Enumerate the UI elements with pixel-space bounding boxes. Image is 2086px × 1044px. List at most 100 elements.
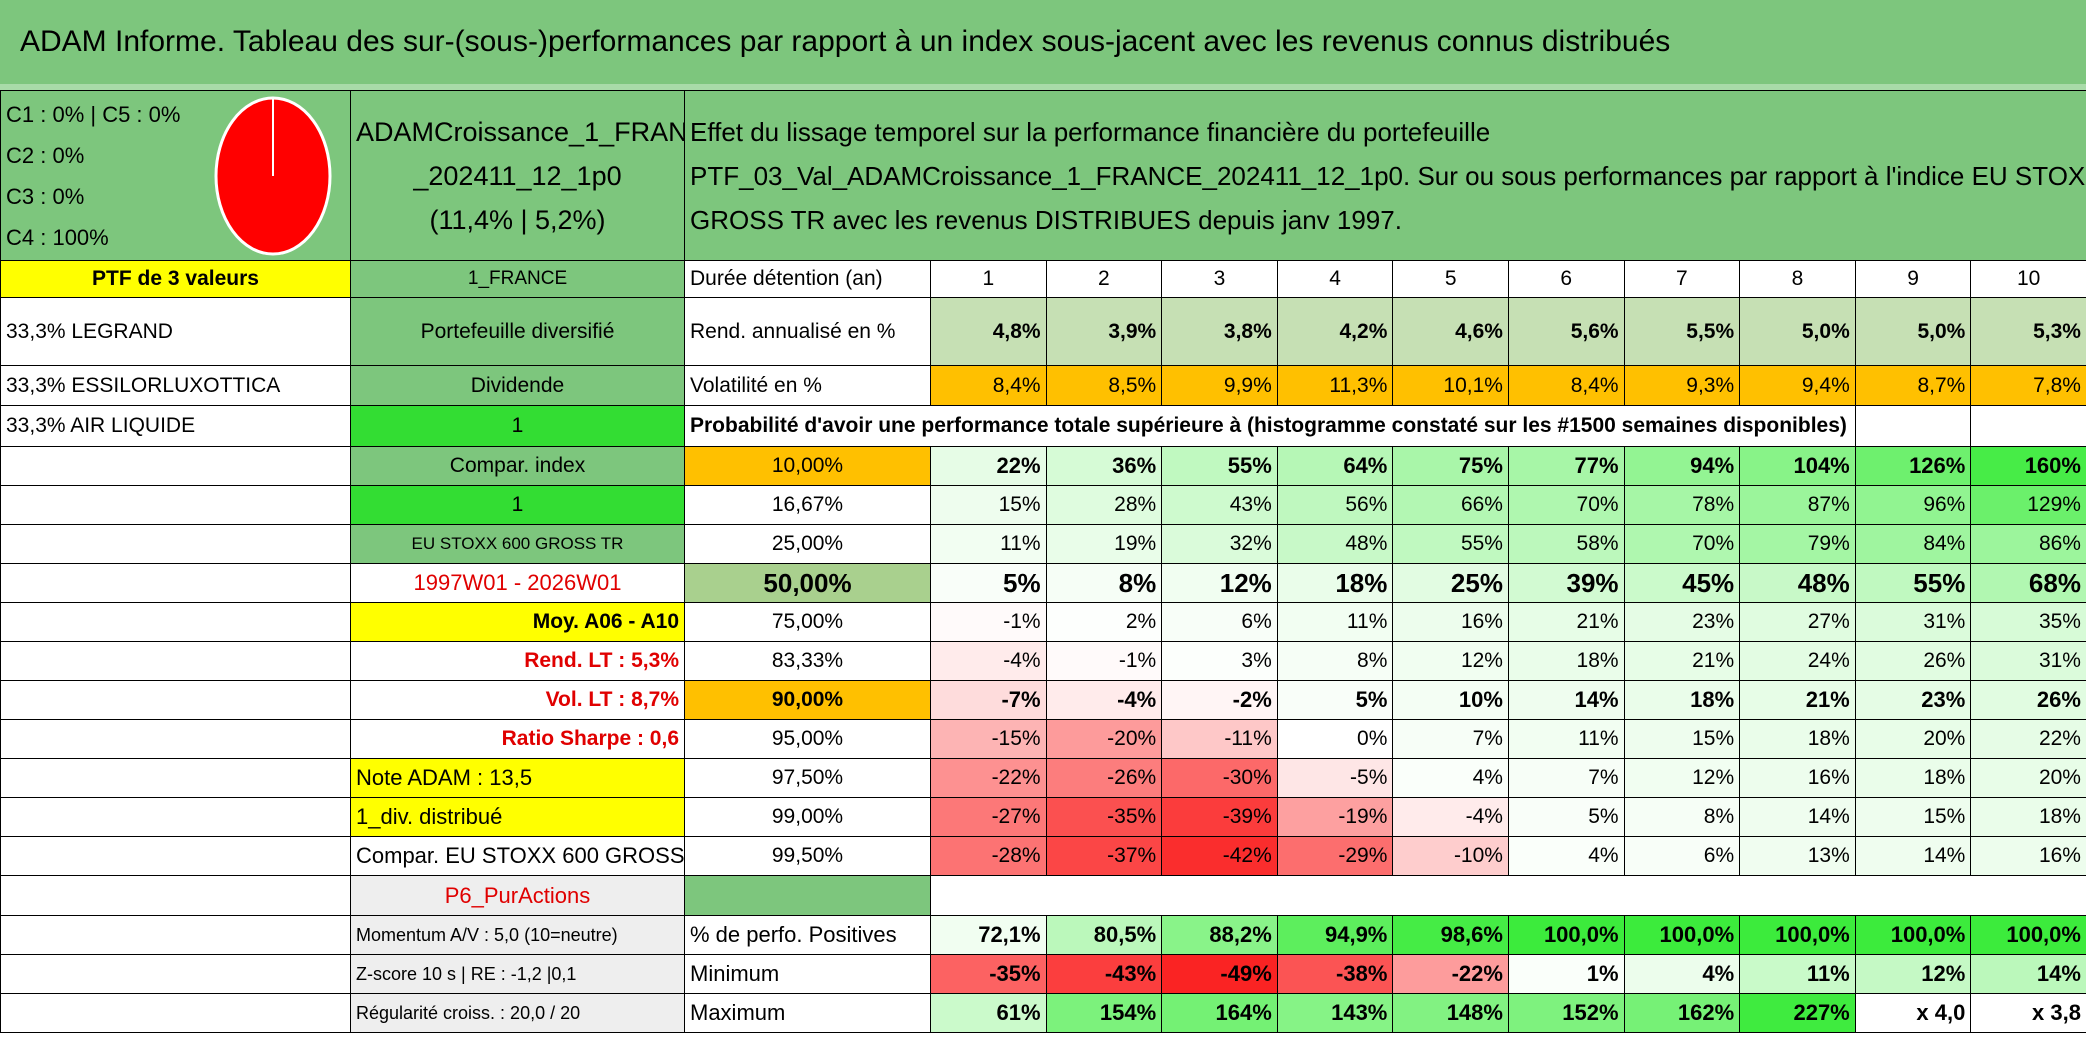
value-cell: -27% xyxy=(930,797,1047,837)
value-cell: 11% xyxy=(1739,954,1856,994)
value-cell: 8,5% xyxy=(1045,365,1163,406)
table-row: Moy. A06 - A10 75,00% -1% 2% 6% 11% 16% 21% 23% 2… xyxy=(0,602,2086,642)
value-cell: 11% xyxy=(1276,602,1394,642)
value-cell: 7 xyxy=(1623,260,1741,298)
value-cell: 1% xyxy=(1507,954,1625,994)
row-header-cell: 99,50% xyxy=(684,836,931,876)
value-cell: 8,4% xyxy=(1507,365,1625,406)
portfolio-line: _202411_12_1p0 xyxy=(413,160,622,191)
info-cell: Z-score 10 s | RE : -1,2 |0,1 xyxy=(350,954,685,994)
value-cell: -2% xyxy=(1161,680,1278,720)
value-cell: 152% xyxy=(1507,993,1625,1033)
value-cell xyxy=(1277,876,1393,916)
value-cell: -35% xyxy=(930,954,1047,994)
table-row: 33,3% ESSILORLUXOTTICA Dividende Volatilit… xyxy=(0,365,2086,406)
value-cell: 6% xyxy=(1161,602,1278,642)
table-row: 1_div. distribué 99,00% -27% -35% -39% -19% -4… xyxy=(0,797,2086,837)
value-cell: -1% xyxy=(930,602,1047,642)
value-cell: 8% xyxy=(1623,797,1741,837)
value-cell: -4% xyxy=(1392,797,1509,837)
header-row: C1 : 0% | C5 : 0% C2 : 0% C3 : 0% C4 : 1… xyxy=(0,90,2086,261)
row-header-cell: 99,00% xyxy=(684,797,931,837)
value-cell: 35% xyxy=(1970,602,2086,642)
value-cell: 5% xyxy=(1276,680,1394,720)
value-cell: 56% xyxy=(1276,485,1394,525)
composition-line: C3 : 0% xyxy=(6,183,85,209)
row-header-cell: 50,00% xyxy=(684,563,931,603)
value-cell: 21% xyxy=(1507,602,1625,642)
value-cell: -49% xyxy=(1161,954,1278,994)
value-cell: 13% xyxy=(1739,836,1856,876)
value-cell: 94% xyxy=(1623,446,1741,486)
row-header-cell: 10,00% xyxy=(684,446,931,486)
portfolio-cell: ADAMCroissance_1_FRANCE _202411_12_1p0 (… xyxy=(350,90,685,261)
value-cell: 18% xyxy=(1276,563,1394,603)
row-header-cell: Rend. annualisé en % xyxy=(684,297,931,366)
value-cell: 10,1% xyxy=(1392,365,1509,406)
value-cell: 70% xyxy=(1623,524,1741,564)
value-cell: 14% xyxy=(1854,836,1972,876)
info-cell: 1_FRANCE xyxy=(350,260,685,298)
row-header-cell: % de perfo. Positives xyxy=(684,915,931,955)
value-cell: 11,3% xyxy=(1276,365,1394,406)
row-header-cell: Durée détention (an) xyxy=(684,260,931,298)
value-cell: 14% xyxy=(1507,680,1625,720)
value-cell: 4 xyxy=(1276,260,1394,298)
info-cell: Ratio Sharpe : 0,6 xyxy=(350,719,685,759)
value-cell: 22% xyxy=(930,446,1047,486)
label-cell: PTF de 3 valeurs xyxy=(0,260,351,298)
composition-cell: C1 : 0% | C5 : 0% C2 : 0% C3 : 0% C4 : 1… xyxy=(0,90,351,261)
value-cell: 5,3% xyxy=(1970,297,2086,366)
value-cell: 227% xyxy=(1739,993,1856,1033)
value-cell: 22% xyxy=(1970,719,2086,759)
value-cell: -1% xyxy=(1045,641,1163,681)
value-cell: 4,2% xyxy=(1276,297,1394,366)
label-cell xyxy=(0,915,351,955)
value-cell xyxy=(1970,405,2086,447)
value-cell: -22% xyxy=(930,758,1047,798)
value-cell: 4% xyxy=(1623,954,1741,994)
value-cell xyxy=(1162,876,1278,916)
table-row: Rend. LT : 5,3% 83,33% -4% -1% 3% 8% 12% 18% 21%… xyxy=(0,641,2086,681)
table-row: EU STOXX 600 GROSS TR 25,00% 11% 19% 32% 48% 5… xyxy=(0,524,2086,564)
value-cell: -5% xyxy=(1276,758,1394,798)
table-row: Compar. EU STOXX 600 GROSS TR 99,50% -28% -… xyxy=(0,836,2086,876)
value-cell: 8 xyxy=(1739,260,1856,298)
value-cell: 129% xyxy=(1970,485,2086,525)
value-cell: 26% xyxy=(1970,680,2086,720)
info-cell: 1_div. distribué xyxy=(350,797,685,837)
value-cell xyxy=(1740,876,1856,916)
info-cell: Dividende xyxy=(350,365,685,406)
row-header-cell xyxy=(684,875,931,916)
value-cell: -22% xyxy=(1392,954,1509,994)
value-cell: 6 xyxy=(1507,260,1625,298)
label-cell xyxy=(0,758,351,798)
value-cell: 18% xyxy=(1507,641,1625,681)
value-cell: 18% xyxy=(1623,680,1741,720)
table-row: 1 16,67% 15% 28% 43% 56% 66% 70% 78% 87% 96% 129% xyxy=(0,485,2086,525)
value-cell: 9,9% xyxy=(1161,365,1278,406)
info-cell: 1 xyxy=(350,405,685,447)
value-cell: 148% xyxy=(1392,993,1509,1033)
value-cell: -37% xyxy=(1045,836,1163,876)
value-cell xyxy=(931,876,1047,916)
label-cell xyxy=(0,993,351,1033)
value-cell: 3,8% xyxy=(1161,297,1278,366)
value-cell: 78% xyxy=(1623,485,1741,525)
description-line: GROSS TR avec les revenus DISTRIBUES dep… xyxy=(690,204,1402,235)
label-cell xyxy=(0,602,351,642)
value-cell: 160% xyxy=(1970,446,2086,486)
row-header-cell: 25,00% xyxy=(684,524,931,564)
value-cell: 58% xyxy=(1507,524,1625,564)
value-cell: 4% xyxy=(1507,836,1625,876)
value-cell: 104% xyxy=(1739,446,1856,486)
value-cell: 20% xyxy=(1970,758,2086,798)
value-cell: 77% xyxy=(1507,446,1625,486)
value-cell: 70% xyxy=(1507,485,1625,525)
value-cell: 8,7% xyxy=(1854,365,1972,406)
value-cell: -11% xyxy=(1161,719,1278,759)
value-cell xyxy=(1855,876,1971,916)
value-cell: 28% xyxy=(1045,485,1163,525)
row-header-cell: Probabilité d'avoir une performance tota… xyxy=(684,405,1856,447)
value-cell: 8% xyxy=(1045,563,1163,603)
